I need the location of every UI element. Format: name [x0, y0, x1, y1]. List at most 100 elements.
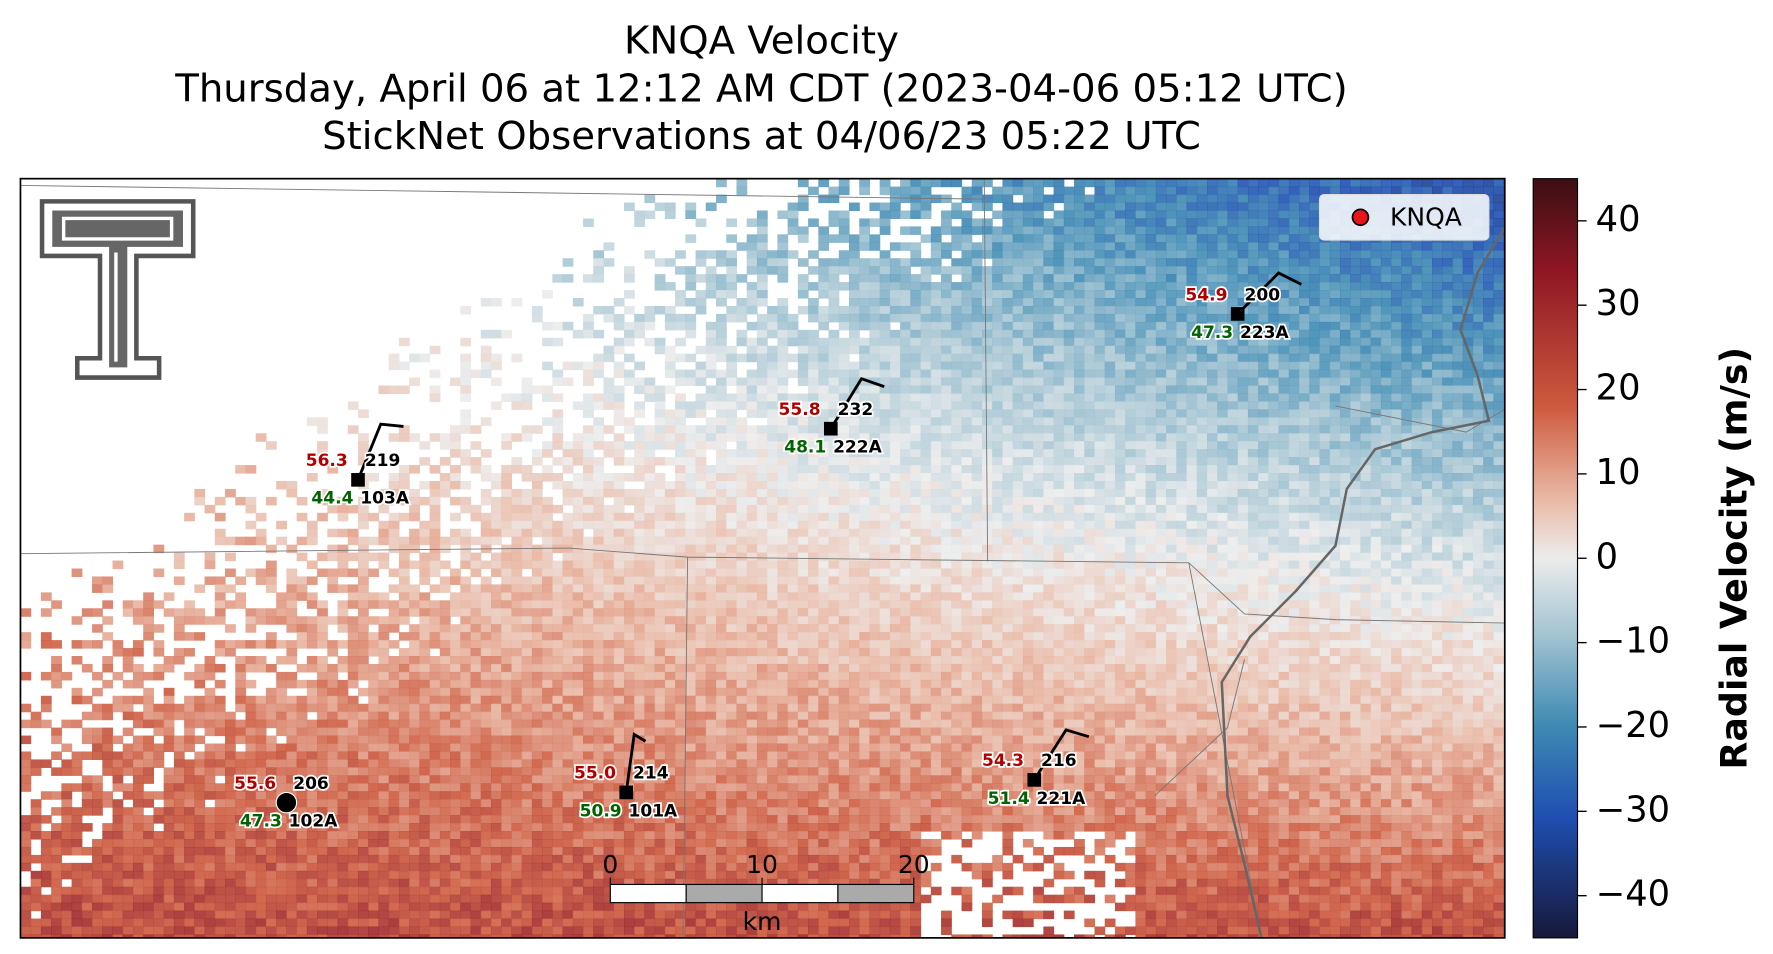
radar-pixel — [1380, 544, 1392, 554]
radar-pixel — [1278, 305, 1290, 315]
radar-pixel — [1247, 409, 1259, 418]
radar-pixel — [951, 361, 963, 371]
radar-pixel — [1237, 441, 1249, 450]
radar-pixel — [951, 369, 963, 379]
radar-pixel — [1237, 274, 1249, 283]
radar-pixel — [1380, 465, 1392, 474]
radar-pixel — [716, 178, 727, 188]
radar-pixel — [1309, 409, 1321, 418]
radar-pixel — [756, 250, 768, 259]
radar-pixel — [869, 369, 881, 379]
radar-pixel — [869, 560, 881, 570]
radar-pixel — [460, 504, 472, 514]
radar-pixel — [971, 297, 983, 307]
radar-pixel — [828, 258, 840, 267]
radar-pixel — [1074, 488, 1085, 498]
radar-pixel — [306, 600, 318, 609]
radar-pixel — [1339, 600, 1351, 609]
radar-pixel — [1350, 536, 1362, 546]
radar-pixel — [716, 512, 727, 522]
radar-pixel — [1002, 425, 1014, 434]
radar-pixel — [1462, 282, 1474, 291]
radar-pixel — [869, 274, 881, 283]
radar-pixel — [173, 552, 185, 562]
radar-pixel — [419, 600, 431, 609]
radar-pixel — [992, 258, 1003, 267]
radar-pixel — [726, 250, 738, 259]
radar-pixel — [869, 552, 881, 562]
radar-pixel — [1135, 313, 1147, 323]
radar-pixel — [1421, 528, 1433, 538]
radar-pixel — [1472, 473, 1484, 482]
radar-pixel — [910, 401, 922, 410]
radar-pixel — [838, 417, 850, 426]
radar-pixel — [992, 592, 1003, 601]
radar-pixel — [787, 544, 799, 554]
radar-pixel — [685, 282, 697, 291]
radar-pixel — [1002, 313, 1014, 323]
radar-pixel — [1002, 592, 1014, 601]
radar-pixel — [654, 480, 666, 490]
radar-pixel — [1114, 568, 1126, 578]
radar-pixel — [1227, 290, 1239, 299]
radar-pixel — [572, 568, 584, 578]
radar-pixel — [900, 496, 911, 506]
radar-pixel — [521, 576, 533, 585]
radar-pixel — [879, 178, 891, 188]
radar-pixel — [1012, 512, 1024, 522]
radar-pixel — [746, 457, 758, 466]
radar-pixel — [695, 369, 707, 379]
radar-pixel — [593, 393, 605, 402]
radar-pixel — [695, 297, 707, 307]
radar-pixel — [1411, 274, 1423, 283]
radar-pixel — [961, 592, 973, 601]
radar-pixel — [1033, 290, 1044, 299]
radar-pixel — [1237, 496, 1249, 506]
radar-pixel — [828, 377, 840, 387]
radar-pixel — [1339, 266, 1351, 275]
radar-pixel — [1176, 210, 1188, 220]
radar-pixel — [1012, 528, 1024, 538]
radar-pixel — [941, 226, 952, 235]
radar-pixel — [1411, 290, 1423, 299]
radar-pixel — [1380, 297, 1392, 307]
radar-pixel — [1033, 520, 1044, 530]
radar-pixel — [1196, 274, 1208, 283]
radar-pixel — [1483, 385, 1494, 395]
radar-pixel — [797, 202, 809, 212]
radar-pixel — [542, 528, 553, 538]
radar-pixel — [981, 274, 993, 283]
radar-pixel — [951, 297, 963, 307]
radar-pixel — [1104, 528, 1116, 538]
radar-pixel — [777, 536, 789, 546]
radar-pixel — [859, 218, 871, 227]
radar-pixel — [409, 584, 420, 593]
radar-pixel — [1217, 393, 1229, 402]
radar-pixel — [1421, 361, 1433, 371]
radar-pixel — [695, 290, 707, 299]
radar-pixel — [1207, 242, 1218, 251]
radar-pixel — [808, 584, 819, 593]
radar-pixel — [613, 321, 625, 331]
radar-pixel — [1483, 441, 1494, 450]
radar-pixel — [705, 560, 717, 570]
radar-pixel — [583, 496, 594, 506]
radar-pixel — [859, 274, 871, 283]
radar-pixel — [1155, 361, 1167, 371]
radar-pixel — [1493, 425, 1505, 434]
radar-pixel — [808, 457, 819, 466]
radar-pixel — [1401, 337, 1413, 347]
radar-pixel — [419, 576, 431, 585]
radar-pixel — [1380, 385, 1392, 395]
radar-pixel — [583, 488, 594, 498]
radar-pixel — [1268, 297, 1280, 307]
radar-pixel — [1268, 536, 1280, 546]
radar-pixel — [1452, 504, 1464, 514]
radar-pixel — [1063, 560, 1075, 570]
radar-pixel — [941, 417, 952, 426]
radar-pixel — [1442, 353, 1454, 363]
radar-pixel — [777, 417, 789, 426]
radar-pixel — [1391, 536, 1402, 546]
radar-pixel — [859, 409, 871, 418]
radar-pixel — [1432, 290, 1443, 299]
